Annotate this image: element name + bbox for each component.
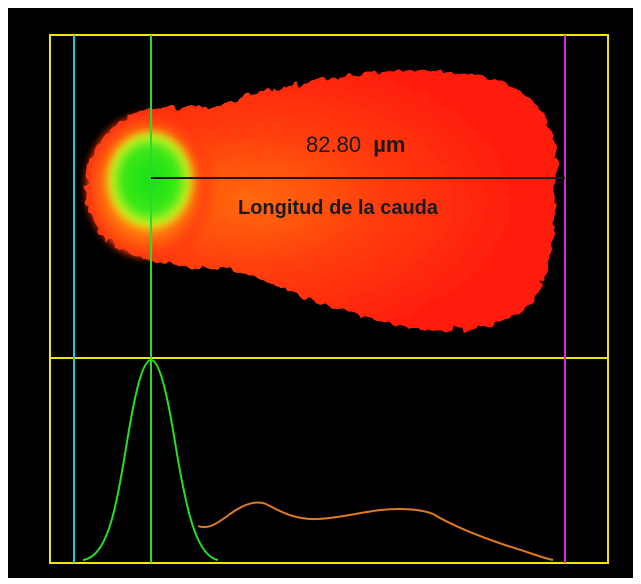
comet-assay-scene: 82.80 µm Longitud de la cauda: [49, 34, 609, 564]
comet-image-frame: 82.80 µm Longitud de la cauda: [8, 8, 633, 578]
head-intensity-profile: [82, 358, 219, 561]
measurement-caption: Longitud de la cauda: [238, 197, 439, 219]
measurement-value: 82.80 µm: [306, 132, 405, 157]
comet-tail: [85, 70, 558, 331]
tail-intensity-profile: [197, 501, 554, 561]
outer-box: [49, 34, 609, 564]
